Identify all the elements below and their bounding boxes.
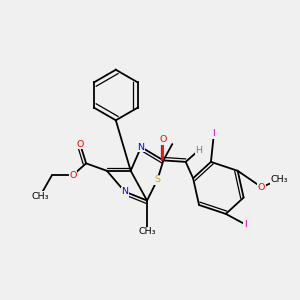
Text: I: I: [212, 129, 215, 138]
Text: H: H: [196, 146, 202, 154]
Text: O: O: [160, 135, 167, 144]
Text: I: I: [244, 220, 247, 229]
Text: N: N: [138, 142, 145, 152]
Text: S: S: [154, 175, 160, 184]
Text: O: O: [76, 140, 84, 148]
Text: CH₃: CH₃: [271, 175, 288, 184]
Text: O: O: [258, 183, 265, 192]
Text: N: N: [121, 187, 128, 196]
Text: CH₃: CH₃: [31, 192, 49, 201]
Text: CH₃: CH₃: [138, 227, 156, 236]
Text: O: O: [69, 171, 76, 180]
